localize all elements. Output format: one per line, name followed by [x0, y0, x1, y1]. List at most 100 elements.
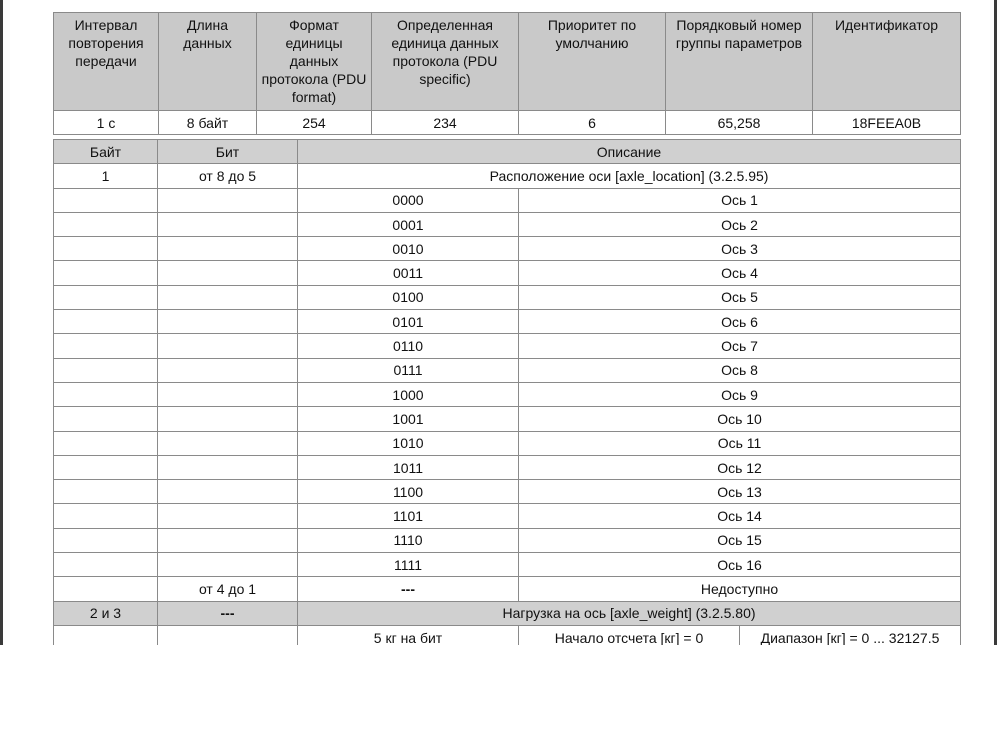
empty-cell [157, 430, 298, 456]
empty-cell [157, 357, 298, 383]
header-cell: Описание [296, 138, 962, 165]
empty-cell [53, 624, 158, 645]
value-cell: 6 [518, 110, 666, 135]
bit-cell: от 8 до 5 [157, 163, 298, 189]
code-cell: 0011 [297, 260, 519, 286]
table-row: 5 кг на бит Начало отсчета [кг] = 0 Диапаз… [53, 624, 962, 645]
meaning-cell: Ось 5 [517, 284, 962, 311]
header-cell: Формат единицы данных протокола (PDU for… [256, 12, 372, 111]
table-row: 1000 Ось 9 [53, 381, 962, 408]
meaning-cell: Ось 7 [517, 333, 962, 359]
meaning-cell: Ось 14 [517, 503, 962, 529]
table-row: 0110 Ось 7 [53, 333, 962, 359]
code-cell: 1011 [297, 454, 519, 481]
empty-cell [157, 260, 298, 286]
header-cell: Интервал повторения передачи [53, 12, 159, 111]
document-frame: Интервал повторения передачи Длина данных… [0, 0, 997, 645]
code-cell: 0010 [297, 236, 519, 262]
value-cell: 234 [371, 110, 519, 135]
header-cell: Приоритет по умолчанию [518, 12, 666, 111]
empty-cell [157, 527, 298, 554]
meaning-cell: Ось 8 [517, 357, 962, 383]
meaning-cell: Ось 12 [517, 454, 962, 481]
empty-cell [157, 236, 298, 262]
header-cell: Длина данных [158, 12, 257, 111]
table-row: 1001 Ось 10 [53, 406, 962, 432]
code-cell: 1100 [297, 479, 519, 505]
empty-cell [53, 236, 158, 262]
code-cell: 0100 [297, 284, 519, 311]
meaning-cell: Ось 16 [517, 552, 962, 578]
value-cell: 1 с [53, 110, 159, 135]
value-cell: 65,258 [665, 110, 813, 135]
table-row: 2 и 3 --- Нагрузка на ось [axle_weight] (3… [53, 600, 962, 626]
code-cell: 0111 [297, 357, 519, 383]
table-row: 0101 Ось 6 [53, 309, 962, 335]
header-cell: Идентификатор [812, 12, 961, 111]
range-cell: Диапазон [кг] = 0 ... 32127.5 [738, 624, 962, 645]
offset-cell: Начало отсчета [кг] = 0 [518, 624, 740, 645]
empty-cell [157, 624, 298, 645]
code-cell: 1001 [297, 406, 519, 432]
table-row: 0001 Ось 2 [53, 211, 962, 238]
table-row: 1100 Ось 13 [53, 479, 962, 505]
table-row: 1010 Ось 11 [53, 430, 962, 456]
table-row: 1110 Ось 15 [53, 527, 962, 554]
meaning-cell: Ось 9 [517, 381, 962, 408]
meaning-cell: Ось 3 [517, 236, 962, 262]
empty-cell [53, 284, 158, 311]
bits-table: Байт Бит Описание 1 от 8 до 5 Расположение ос… [53, 138, 962, 645]
code-cell: 1101 [297, 503, 519, 529]
empty-cell [53, 552, 158, 578]
table-row: 0000 Ось 1 [53, 187, 962, 213]
table-row: от 4 до 1 --- Недоступно [53, 576, 962, 602]
code-cell: 0000 [297, 187, 519, 213]
table-row: 1011 Ось 12 [53, 454, 962, 481]
empty-cell [157, 381, 298, 408]
empty-cell [157, 406, 298, 432]
empty-cell [157, 503, 298, 529]
header-row: Интервал повторения передачи Длина данных… [53, 12, 961, 111]
value-cell: 8 байт [158, 110, 257, 135]
bit-cell: от 4 до 1 [157, 576, 298, 602]
params-table: Интервал повторения передачи Длина данных… [53, 12, 961, 135]
empty-cell [53, 357, 158, 383]
empty-cell [53, 406, 158, 432]
byte-cell: 1 [53, 163, 158, 189]
description-cell: Расположение оси [axle_location] (3.2.5.… [296, 163, 962, 189]
header-cell: Байт [53, 138, 158, 165]
table-row: 0111 Ось 8 [53, 357, 962, 383]
byte-cell: 2 и 3 [53, 600, 158, 626]
meaning-cell: Ось 10 [517, 406, 962, 432]
code-cell: 1110 [297, 527, 519, 554]
meaning-cell: Ось 1 [517, 187, 962, 213]
bit-cell: --- [157, 600, 298, 626]
value-cell: 18FEEA0B [812, 110, 961, 135]
header-row: Байт Бит Описание [53, 138, 962, 165]
empty-cell [53, 503, 158, 529]
code-cell: 1010 [297, 430, 519, 456]
table-row: 0011 Ось 4 [53, 260, 962, 286]
empty-cell [53, 527, 158, 554]
empty-cell [157, 454, 298, 481]
empty-cell [53, 576, 158, 602]
empty-cell [157, 333, 298, 359]
header-cell: Порядковый номер группы параметров [665, 12, 813, 111]
meaning-cell: Ось 15 [517, 527, 962, 554]
code-cell: 1111 [297, 552, 519, 578]
table-row: 0100 Ось 5 [53, 284, 962, 311]
empty-cell [53, 430, 158, 456]
table-row: 1101 Ось 14 [53, 503, 962, 529]
description-cell: Нагрузка на ось [axle_weight] (3.2.5.80) [296, 600, 962, 626]
value-cell: 254 [256, 110, 372, 135]
code-cell: --- [297, 576, 519, 602]
code-cell: 0001 [297, 211, 519, 238]
table-row: 0010 Ось 3 [53, 236, 962, 262]
empty-cell [157, 479, 298, 505]
meaning-cell: Ось 11 [517, 430, 962, 456]
meaning-cell: Ось 2 [517, 211, 962, 238]
empty-cell [157, 552, 298, 578]
resolution-cell: 5 кг на бит [297, 624, 519, 645]
